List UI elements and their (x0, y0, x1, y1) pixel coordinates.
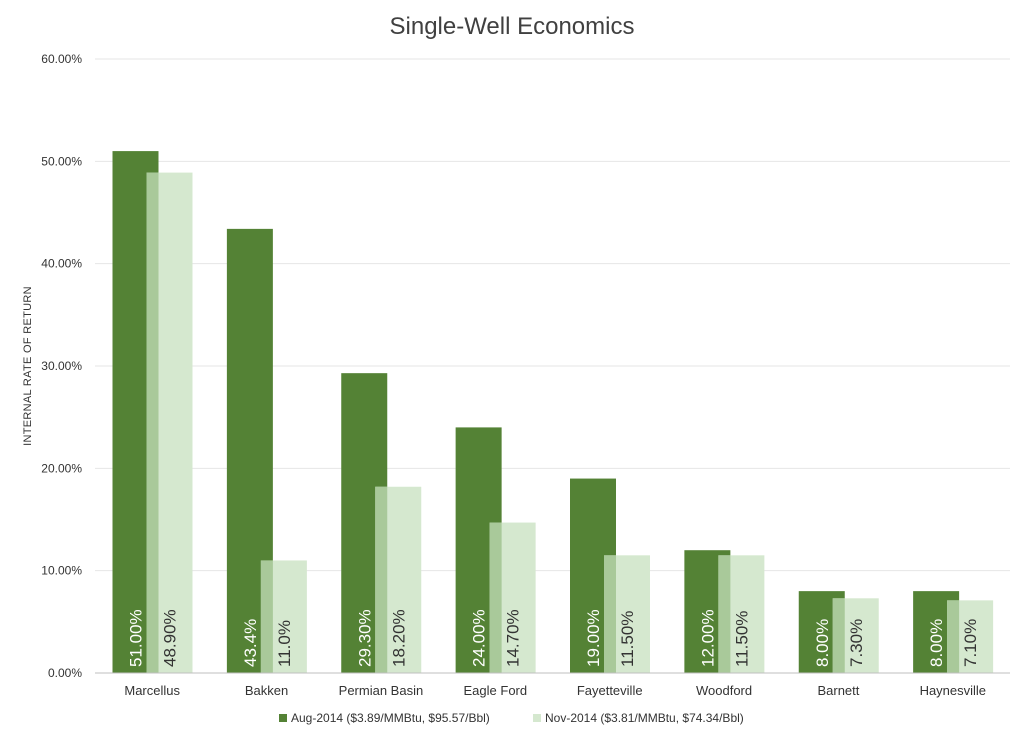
data-label-aug-2014: 51.00% (127, 609, 146, 667)
data-label-nov-2014: 7.10% (961, 619, 980, 667)
axes: 0.00% 10.00% 20.00% 30.00% 40.00% 50.00% 60.00… (41, 52, 1010, 698)
data-label-aug-2014: 43.4% (241, 619, 260, 667)
legend-label-aug-2014: Aug-2014 ($3.89/MMBtu, $95.57/Bbl) (291, 711, 490, 725)
y-tick-label: 10.00% (41, 564, 82, 578)
legend-label-nov-2014: Nov-2014 ($3.81/MMBtu, $74.34/Bbl) (545, 711, 744, 725)
y-tick-label: 60.00% (41, 52, 82, 66)
data-label-nov-2014: 14.70% (504, 609, 523, 667)
y-tick-label: 20.00% (41, 461, 82, 475)
data-label-aug-2014: 8.00% (927, 619, 946, 667)
bars (112, 151, 994, 674)
y-tick-label: 0.00% (48, 666, 82, 680)
data-label-nov-2014: 11.50% (732, 611, 751, 667)
data-label-nov-2014: 48.90% (161, 609, 180, 667)
x-tick-label: Barnett (817, 683, 859, 698)
bar-overlap (260, 560, 273, 673)
bar-overlap (489, 522, 502, 673)
y-axis-label: INTERNAL RATE OF RETURN (22, 286, 34, 446)
data-label-aug-2014: 12.00% (698, 609, 717, 667)
bar-overlap (146, 172, 159, 673)
data-label-nov-2014: 11.50% (618, 611, 637, 667)
bar-overlap (604, 555, 616, 673)
bar-overlap (947, 600, 960, 673)
x-tick-label: Haynesville (920, 683, 986, 698)
legend: Aug-2014 ($3.89/MMBtu, $95.57/Bbl) Nov-20… (279, 711, 744, 725)
bar-overlap (375, 486, 388, 673)
x-tick-label: Woodford (696, 683, 752, 698)
legend-swatch-nov-2014 (533, 714, 541, 722)
y-tick-label: 50.00% (41, 154, 82, 168)
data-label-nov-2014: 11.0% (275, 620, 294, 667)
data-labels: 51.00% 48.90% 43.4% 11.0% 29.30% 18.20% 24.00%… (127, 609, 981, 667)
y-tick-label: 30.00% (41, 359, 82, 373)
bar-overlap (832, 598, 845, 673)
data-label-aug-2014: 8.00% (813, 619, 832, 667)
bar-overlap (718, 555, 731, 673)
x-tick-label: Marcellus (124, 683, 180, 698)
x-tick-label: Permian Basin (339, 683, 424, 698)
x-tick-label: Eagle Ford (464, 683, 528, 698)
data-label-aug-2014: 29.30% (355, 609, 374, 667)
x-tick-label: Bakken (245, 683, 288, 698)
chart-title: Single-Well Economics (390, 13, 635, 40)
data-label-aug-2014: 24.00% (470, 609, 489, 667)
y-tick-label: 40.00% (41, 257, 82, 271)
x-tick-label: Fayetteville (577, 683, 643, 698)
data-label-nov-2014: 7.30% (847, 619, 866, 667)
data-label-nov-2014: 18.20% (389, 609, 408, 667)
data-label-aug-2014: 19.00% (584, 609, 603, 667)
legend-swatch-aug-2014 (279, 714, 287, 722)
